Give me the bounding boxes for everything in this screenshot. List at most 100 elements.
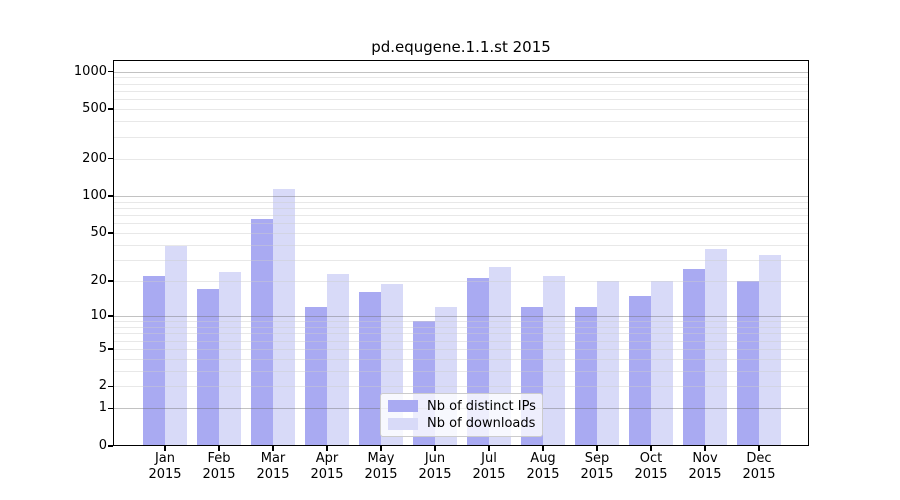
y-tick-mark-1000 bbox=[108, 70, 113, 73]
y-tick-mark-2 bbox=[108, 385, 113, 388]
y-tick-mark-200 bbox=[108, 157, 113, 160]
gridline-minor-900 bbox=[114, 77, 808, 79]
x-tick-label-oct: Oct 2015 bbox=[634, 451, 668, 482]
gridline-minor-70 bbox=[114, 214, 808, 216]
x-tick-label-jan: Jan 2015 bbox=[148, 451, 182, 482]
y-tick-label-2: 2 bbox=[98, 378, 107, 394]
x-tick-mark-mar bbox=[272, 446, 274, 451]
y-tick-label-500: 500 bbox=[82, 101, 107, 117]
bar-downloads-mar bbox=[273, 188, 295, 446]
y-tick-mark-10 bbox=[108, 315, 113, 317]
x-tick-mark-feb bbox=[218, 446, 220, 451]
bar-distinct-ips-may bbox=[359, 292, 381, 446]
y-tick-mark-50 bbox=[108, 232, 113, 234]
bar-downloads-feb bbox=[219, 271, 241, 446]
y-tick-label-100: 100 bbox=[82, 187, 107, 203]
x-tick-label-may: May 2015 bbox=[364, 451, 398, 482]
x-tick-label-aug: Aug 2015 bbox=[526, 451, 560, 482]
legend-label-distinct-ips: Nb of distinct IPs bbox=[427, 398, 536, 414]
gridline-minor-7 bbox=[114, 333, 808, 335]
x-tick-mark-dec bbox=[758, 446, 760, 451]
bar-distinct-ips-jan bbox=[143, 276, 165, 446]
legend-label-downloads: Nb of downloads bbox=[427, 416, 536, 432]
gridline-major-1000 bbox=[114, 71, 808, 73]
legend-item-distinct-ips: Nb of distinct IPs bbox=[388, 398, 536, 414]
bar-downloads-oct bbox=[651, 280, 673, 446]
gridline-minor-200 bbox=[114, 158, 808, 160]
bar-distinct-ips-nov bbox=[683, 269, 705, 446]
gridline-minor-50 bbox=[114, 232, 808, 234]
y-tick-label-50: 50 bbox=[90, 224, 107, 240]
bar-distinct-ips-apr bbox=[305, 306, 327, 446]
gridline-minor-600 bbox=[114, 99, 808, 101]
gridline-minor-20 bbox=[114, 280, 808, 282]
x-tick-label-dec: Dec 2015 bbox=[742, 451, 776, 482]
y-tick-mark-0 bbox=[108, 445, 113, 447]
gridline-minor-40 bbox=[114, 244, 808, 246]
gridline-minor-6 bbox=[114, 340, 808, 342]
bar-distinct-ips-mar bbox=[251, 218, 273, 446]
gridline-minor-90 bbox=[114, 201, 808, 203]
x-tick-mark-jul bbox=[488, 446, 490, 451]
x-tick-label-jun: Jun 2015 bbox=[418, 451, 452, 482]
legend-item-downloads: Nb of downloads bbox=[388, 416, 535, 431]
y-tick-label-0: 0 bbox=[98, 438, 107, 453]
x-tick-mark-oct bbox=[650, 446, 652, 451]
chart-title: pd.equgene.1.1.st 2015 bbox=[371, 38, 551, 56]
x-tick-label-jul: Jul 2015 bbox=[472, 451, 506, 482]
gridline-minor-30 bbox=[114, 259, 808, 261]
y-tick-label-1: 1 bbox=[98, 400, 107, 416]
gridline-minor-800 bbox=[114, 83, 808, 85]
bar-downloads-apr bbox=[327, 273, 349, 446]
gridline-minor-80 bbox=[114, 207, 808, 209]
bar-downloads-jan bbox=[165, 246, 187, 446]
gridline-minor-2 bbox=[114, 386, 808, 388]
x-tick-label-nov: Nov 2015 bbox=[688, 451, 722, 482]
x-tick-mark-nov bbox=[704, 446, 706, 451]
bar-distinct-ips-feb bbox=[197, 289, 219, 446]
gridline-minor-700 bbox=[114, 90, 808, 92]
y-tick-mark-20 bbox=[108, 280, 113, 282]
x-tick-label-sep: Sep 2015 bbox=[580, 451, 614, 482]
gridline-minor-8 bbox=[114, 326, 808, 328]
gridline-minor-60 bbox=[114, 223, 808, 225]
gridline-minor-400 bbox=[114, 121, 808, 123]
x-tick-label-mar: Mar 2015 bbox=[256, 451, 290, 482]
x-tick-label-feb: Feb 2015 bbox=[202, 451, 236, 482]
gridline-minor-4 bbox=[114, 358, 808, 360]
y-tick-mark-1 bbox=[108, 407, 113, 410]
legend: Nb of distinct IPs Nb of downloads bbox=[380, 393, 543, 437]
legend-swatch-downloads bbox=[388, 417, 418, 430]
y-tick-label-10: 10 bbox=[90, 308, 107, 324]
gridline-minor-9 bbox=[114, 321, 808, 323]
gridline-major-100 bbox=[114, 195, 808, 197]
bar-downloads-dec bbox=[759, 254, 781, 446]
bar-downloads-aug bbox=[543, 276, 565, 446]
bar-downloads-sep bbox=[597, 280, 619, 446]
x-tick-mark-jun bbox=[434, 446, 436, 451]
gridline-minor-500 bbox=[114, 109, 808, 111]
y-tick-mark-500 bbox=[108, 108, 113, 110]
gridline-minor-5 bbox=[114, 348, 808, 350]
y-tick-label-1000: 1000 bbox=[73, 63, 107, 79]
y-tick-label-5: 5 bbox=[98, 340, 107, 356]
y-tick-mark-5 bbox=[108, 348, 113, 350]
gridline-minor-300 bbox=[114, 136, 808, 138]
x-tick-mark-jan bbox=[164, 446, 166, 451]
x-tick-mark-sep bbox=[596, 446, 598, 451]
gridline-minor-3 bbox=[114, 370, 808, 372]
bar-distinct-ips-dec bbox=[737, 280, 759, 446]
y-tick-label-20: 20 bbox=[90, 272, 107, 288]
legend-swatch-distinct-ips bbox=[388, 400, 418, 413]
bar-downloads-nov bbox=[705, 248, 727, 446]
bar-distinct-ips-sep bbox=[575, 306, 597, 446]
gridline-major-10 bbox=[114, 316, 808, 318]
y-tick-mark-100 bbox=[108, 195, 113, 197]
x-tick-label-apr: Apr 2015 bbox=[310, 451, 344, 482]
x-tick-mark-may bbox=[380, 446, 382, 451]
x-tick-mark-aug bbox=[542, 446, 544, 451]
bar-distinct-ips-oct bbox=[629, 295, 651, 446]
x-tick-mark-apr bbox=[326, 446, 328, 451]
y-tick-label-200: 200 bbox=[82, 150, 107, 166]
